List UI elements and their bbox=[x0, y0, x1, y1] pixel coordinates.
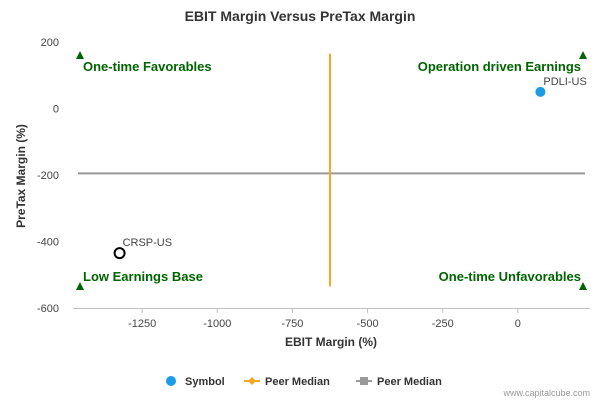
x-axis-ticks: -1250 -1000 -750 -500 -250 0 bbox=[128, 308, 521, 330]
chart-title: EBIT Margin Versus PreTax Margin bbox=[185, 8, 416, 24]
legend-label: Peer Median bbox=[265, 376, 330, 388]
plot-area: -1250 -1000 -750 -500 -250 0 200 0 -200 -400 -600… bbox=[37, 37, 590, 330]
x-tick-label: -500 bbox=[357, 318, 379, 330]
x-tick-label: -1000 bbox=[203, 318, 231, 330]
y-tick-label: 0 bbox=[53, 104, 59, 116]
quadrant-label-top-left: One-time Favorables bbox=[83, 59, 212, 74]
y-axis-title: PreTax Margin (%) bbox=[14, 124, 28, 228]
data-point[interactable] bbox=[113, 247, 126, 260]
y-tick-label: -600 bbox=[37, 303, 59, 315]
legend: Symbol Peer Median Peer Median bbox=[166, 376, 442, 388]
quadrant-label-top-right: Operation driven Earnings bbox=[418, 59, 581, 74]
quadrant-marker-bottom-left-icon bbox=[76, 282, 84, 290]
y-tick-label: 200 bbox=[41, 37, 59, 49]
x-axis-title: EBIT Margin (%) bbox=[285, 335, 377, 349]
y-tick-label: -200 bbox=[37, 170, 59, 182]
credit-text: www.capitalcube.com bbox=[502, 388, 590, 398]
quadrant-marker-top-right-icon bbox=[579, 51, 587, 59]
x-tick-label: 0 bbox=[515, 318, 521, 330]
quadrant-label-bottom-left: Low Earnings Base bbox=[83, 269, 203, 284]
legend-item[interactable]: Symbol bbox=[166, 376, 225, 388]
data-points: PDLI-US CRSP-US bbox=[113, 76, 587, 260]
legend-square-icon bbox=[360, 377, 368, 385]
data-point-label: CRSP-US bbox=[123, 237, 173, 249]
legend-label: Peer Median bbox=[377, 376, 442, 388]
quadrant-marker-top-left-icon bbox=[76, 51, 84, 59]
legend-label: Symbol bbox=[185, 376, 225, 388]
x-tick-label: -250 bbox=[432, 318, 454, 330]
x-tick-label: -1250 bbox=[128, 318, 156, 330]
quadrant-marker-bottom-right-icon bbox=[579, 282, 587, 290]
quadrant-labels: One-time Favorables Operation driven Earn… bbox=[76, 51, 587, 290]
x-tick-label: -750 bbox=[281, 318, 303, 330]
y-tick-label: -400 bbox=[37, 237, 59, 249]
legend-diamond-icon bbox=[248, 377, 256, 385]
legend-item[interactable]: Peer Median bbox=[244, 376, 330, 388]
data-point-label: PDLI-US bbox=[543, 76, 586, 88]
data-point[interactable] bbox=[535, 86, 546, 97]
quadrant-label-bottom-right: One-time Unfavorables bbox=[439, 269, 581, 284]
legend-dot-icon bbox=[166, 376, 176, 386]
y-axis-ticks: 200 0 -200 -400 -600 bbox=[37, 37, 59, 315]
legend-item[interactable]: Peer Median bbox=[356, 376, 442, 388]
